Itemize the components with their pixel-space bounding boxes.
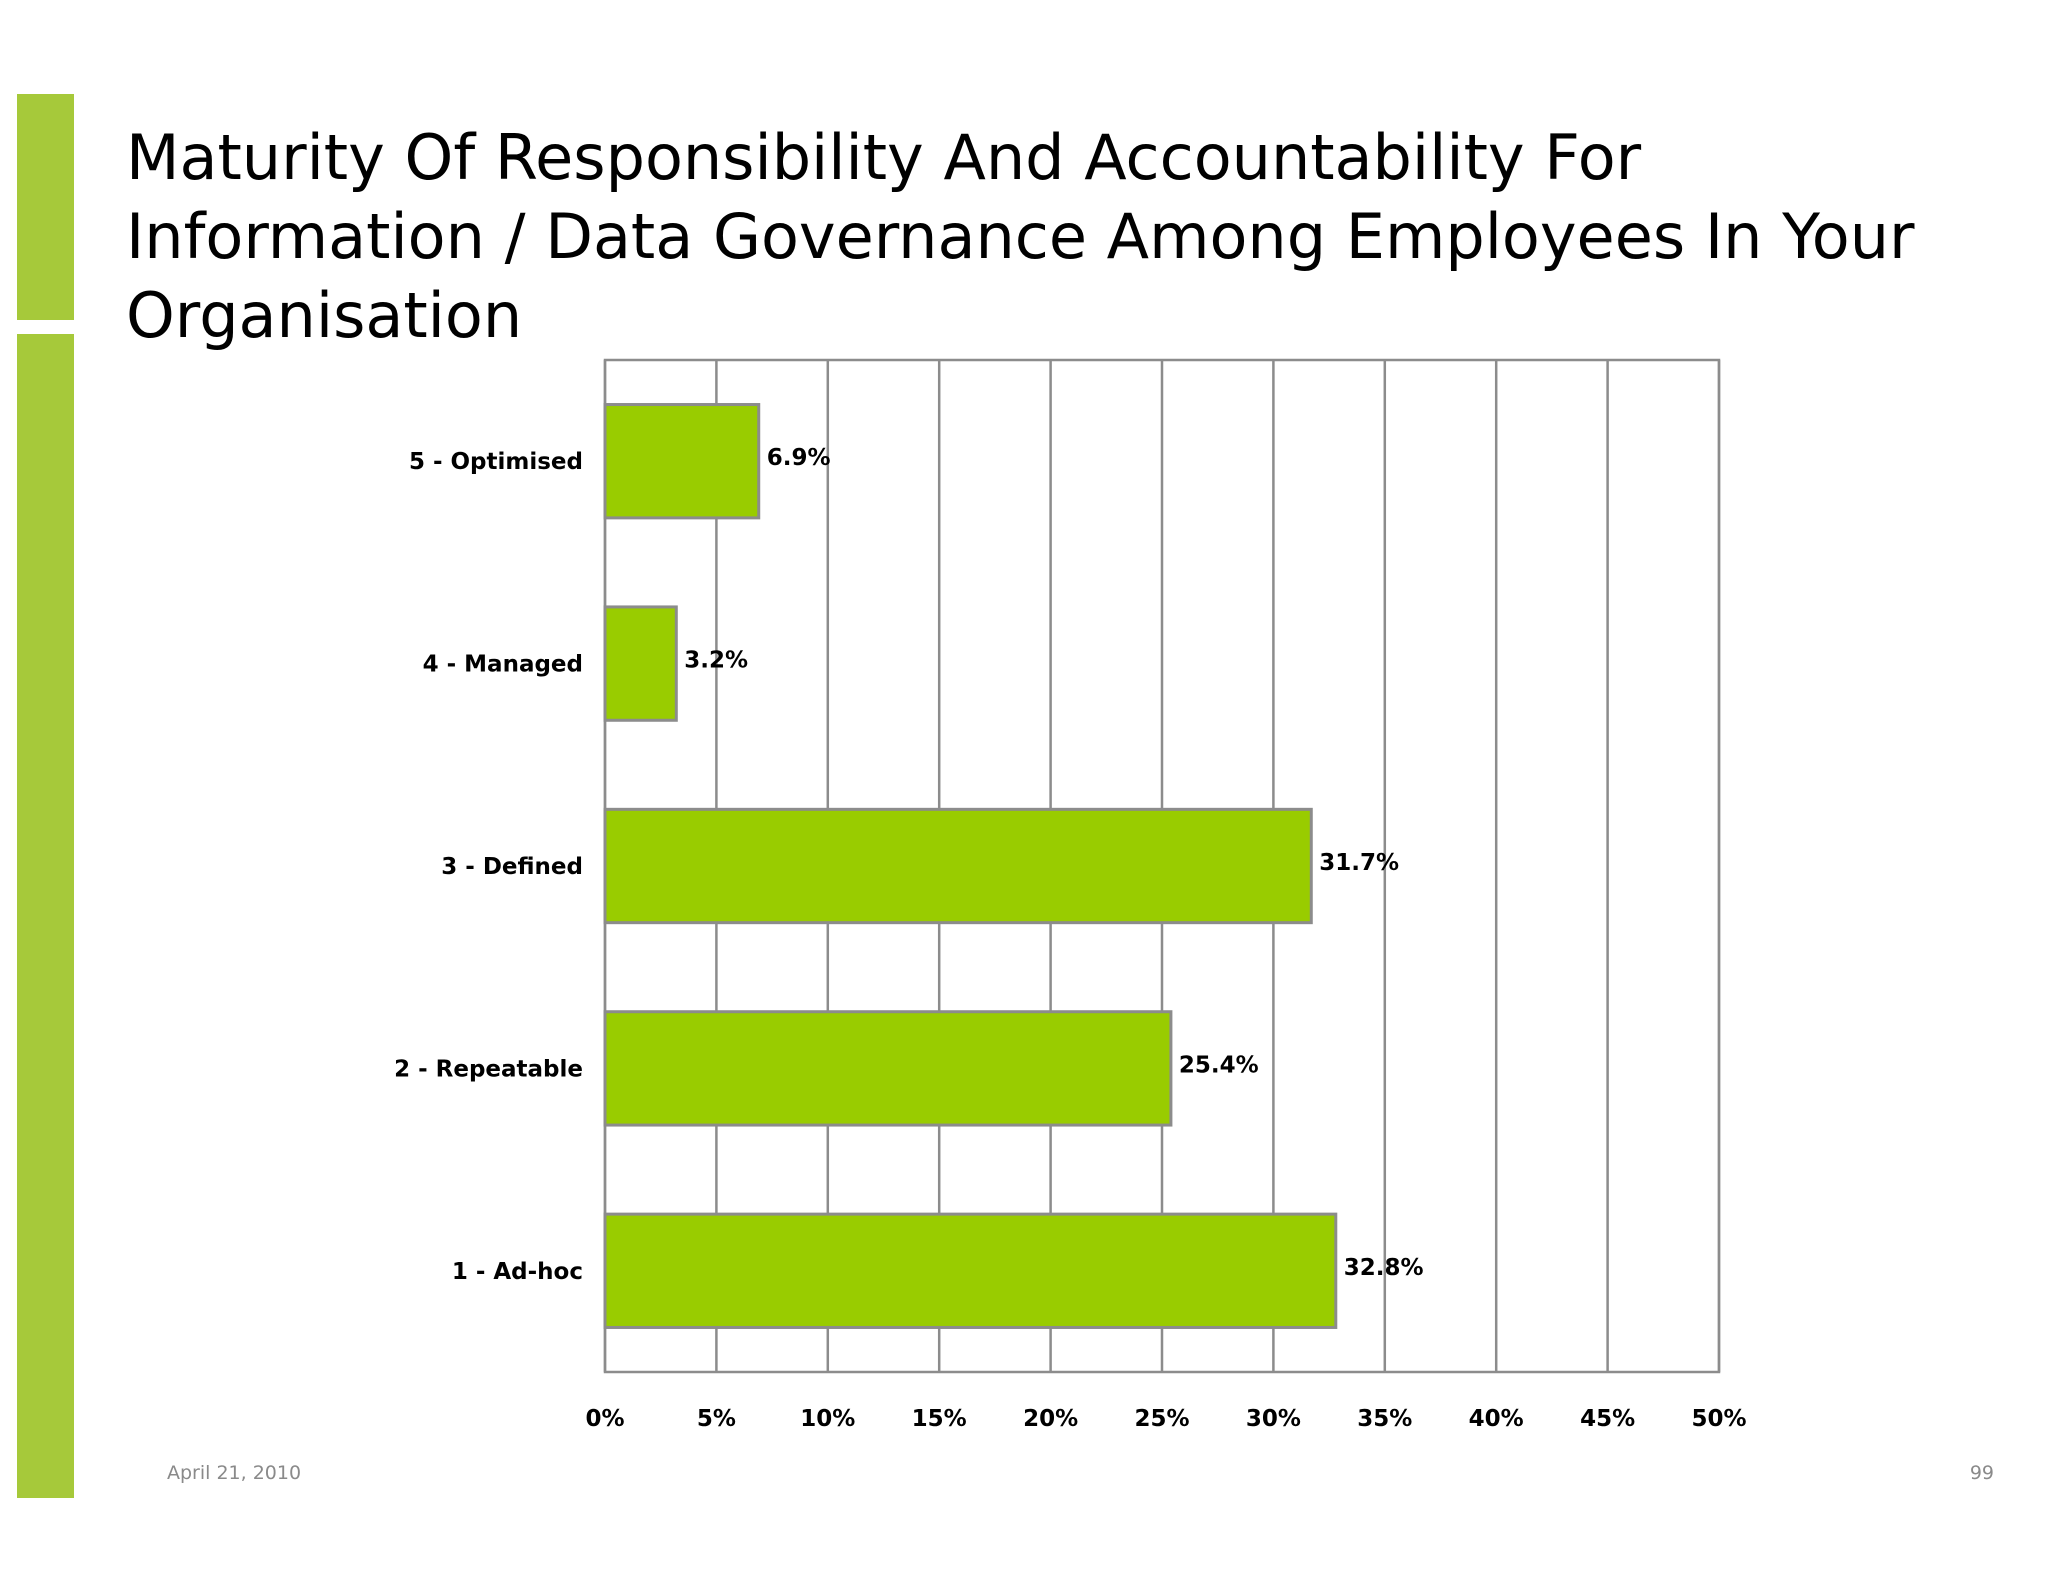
bar bbox=[603, 605, 678, 722]
x-tick-label: 25% bbox=[1134, 1406, 1189, 1432]
page-number: 99 bbox=[1969, 1462, 1994, 1484]
category-label: 1 - Ad-hoc bbox=[452, 1259, 583, 1285]
x-tick-label: 15% bbox=[912, 1406, 967, 1432]
bar bbox=[603, 1212, 1338, 1329]
x-tick-label: 30% bbox=[1246, 1406, 1301, 1432]
bar bbox=[603, 1010, 1173, 1127]
x-tick-label: 0% bbox=[585, 1406, 624, 1432]
data-label: 3.2% bbox=[684, 648, 748, 674]
accent-bar-bottom bbox=[17, 334, 74, 1498]
x-tick-label: 5% bbox=[697, 1406, 736, 1432]
x-tick-label: 50% bbox=[1691, 1406, 1746, 1432]
data-label: 25.4% bbox=[1179, 1052, 1259, 1078]
data-label: 6.9% bbox=[767, 445, 831, 471]
x-tick-label: 40% bbox=[1469, 1406, 1524, 1432]
x-tick-label: 35% bbox=[1357, 1406, 1412, 1432]
bar bbox=[603, 403, 761, 520]
category-label: 5 - Optimised bbox=[409, 449, 583, 475]
category-label: 2 - Repeatable bbox=[394, 1056, 583, 1082]
accent-bar-top bbox=[17, 94, 74, 320]
data-label: 31.7% bbox=[1319, 850, 1399, 876]
slide-date: April 21, 2010 bbox=[167, 1462, 302, 1484]
x-tick-label: 20% bbox=[1023, 1406, 1078, 1432]
bar bbox=[603, 807, 1313, 925]
slide-title: Maturity Of Responsibility And Accountab… bbox=[126, 121, 1915, 352]
category-label: 3 - Defined bbox=[441, 854, 583, 880]
data-label: 32.8% bbox=[1344, 1255, 1424, 1281]
category-label: 4 - Managed bbox=[423, 652, 583, 678]
x-tick-label: 45% bbox=[1580, 1406, 1635, 1432]
x-tick-label: 10% bbox=[800, 1406, 855, 1432]
